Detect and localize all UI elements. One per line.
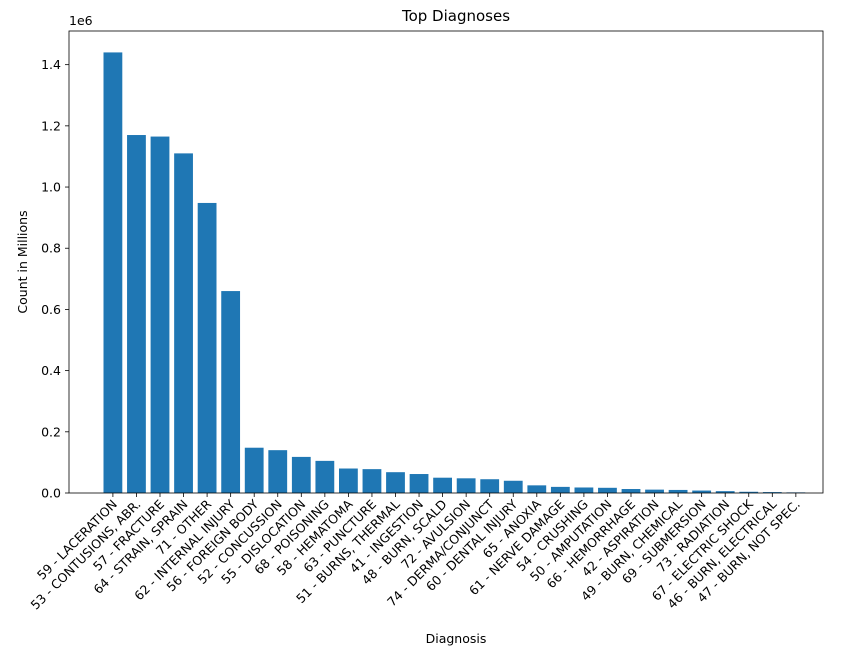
plot-frame	[68, 30, 824, 494]
y-tick-label: 1.2	[41, 118, 61, 133]
y-tick-label: 0.0	[41, 486, 61, 501]
bar	[715, 491, 735, 493]
x-axis-title: Diagnosis	[426, 631, 487, 646]
bar	[527, 485, 547, 493]
bar	[550, 486, 570, 493]
bar	[456, 478, 476, 493]
bar	[315, 460, 335, 493]
y-axis-title: Count in Millions	[15, 210, 30, 313]
y-axis-ticks: 0.0 0.2 0.4 0.6 0.8 1.0 1.2 1.4	[41, 57, 69, 501]
bar	[150, 136, 170, 493]
y-tick-label: 1.0	[41, 180, 61, 195]
bar	[197, 202, 217, 493]
bar	[433, 477, 452, 493]
bar	[291, 456, 311, 493]
y-tick-label: 1.4	[41, 57, 61, 72]
bar	[668, 489, 688, 493]
y-tick-label: 0.4	[41, 363, 61, 378]
bar	[221, 291, 241, 493]
bar	[386, 472, 405, 493]
bar	[174, 153, 193, 493]
bar	[574, 487, 594, 493]
bar	[598, 487, 617, 493]
chart-title: Top Diagnoses	[401, 7, 510, 25]
y-axis-offset-label: 1e6	[69, 13, 93, 28]
bars-group	[103, 52, 806, 494]
bar	[362, 469, 382, 493]
bar	[762, 492, 782, 493]
bar	[645, 489, 664, 493]
bar	[409, 474, 429, 493]
bar	[621, 489, 641, 493]
bar	[339, 468, 358, 493]
bar	[692, 490, 712, 493]
bar	[739, 491, 759, 493]
bar	[127, 135, 146, 493]
y-tick-label: 0.6	[41, 302, 61, 317]
bar	[103, 52, 123, 494]
bar	[244, 447, 264, 493]
bar	[503, 480, 523, 493]
y-tick-label: 0.8	[41, 241, 61, 256]
bar	[268, 450, 288, 493]
y-tick-label: 0.2	[41, 424, 61, 439]
bar	[480, 479, 500, 493]
